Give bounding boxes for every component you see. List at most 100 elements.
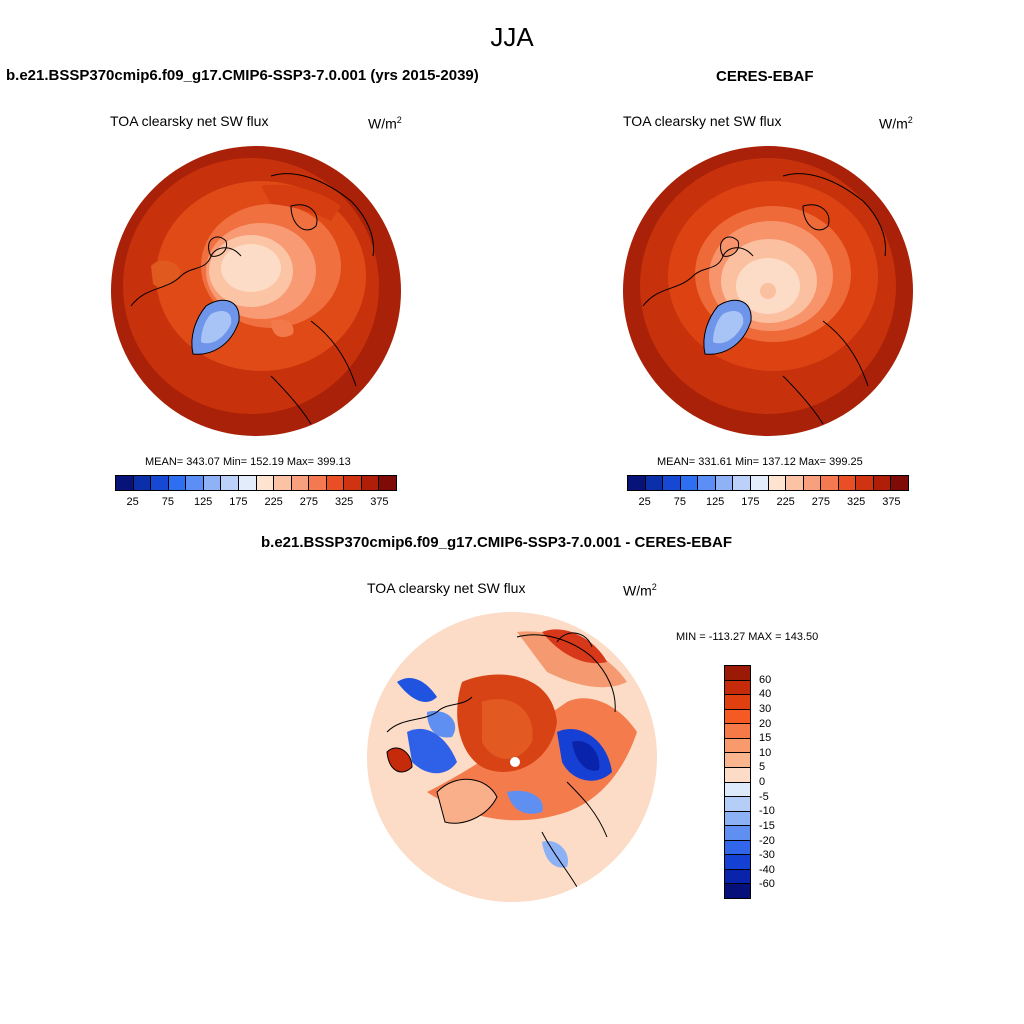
panel-model-variable: TOA clearsky net SW flux (110, 113, 269, 129)
abs-colorbar-right-label: 25 (638, 496, 651, 508)
abs-colorbar-right-swatch (768, 476, 787, 490)
diff-colorbar-swatch (725, 724, 750, 739)
diff-colorbar-swatch (725, 666, 750, 681)
abs-colorbar-right-label: 125 (705, 496, 725, 508)
diff-colorbar-swatch (725, 782, 750, 798)
abs-colorbar-left-label: 75 (161, 496, 174, 508)
abs-colorbar-right-swatch (698, 476, 716, 490)
abs-colorbar-left-label: 375 (370, 496, 389, 508)
diff-colorbar-swatch (725, 869, 750, 885)
abs-colorbar-left-label: 25 (126, 496, 139, 508)
diff-colorbar-label: -60 (759, 878, 775, 891)
diff-colorbar-swatch (725, 811, 750, 827)
diff-colorbar-label: -30 (759, 849, 775, 862)
panel-diff-variable: TOA clearsky net SW flux (367, 580, 526, 596)
abs-colorbar-left-swatch (344, 476, 362, 490)
diff-colorbar-label: 60 (759, 673, 772, 686)
panel-model-units: W/m2 (368, 115, 402, 132)
panel-obs-polar-map (623, 146, 913, 436)
diff-colorbar-swatch (725, 797, 750, 812)
diff-colorbar-swatch (725, 738, 750, 754)
abs-colorbar-left-swatch (203, 476, 222, 490)
abs-colorbar-left-swatch (256, 476, 275, 490)
abs-colorbar-left-swatch (151, 476, 169, 490)
abs-colorbar-right-swatch (750, 476, 769, 490)
abs-colorbar-left-swatch (221, 476, 239, 490)
abs-colorbar-right (627, 475, 909, 491)
abs-colorbar-right-label: 375 (882, 496, 901, 508)
abs-colorbar-left-swatch (274, 476, 292, 490)
abs-colorbar-right-label: 275 (811, 496, 831, 508)
abs-colorbar-right-swatch (821, 476, 839, 490)
diff-colorbar-swatch (725, 695, 750, 710)
panel-diff-units: W/m2 (623, 582, 657, 599)
diff-colorbar-label: 0 (759, 776, 766, 788)
abs-colorbar-left-labels: 25 75 125 175 225 275 325 375 (115, 496, 397, 510)
abs-colorbar-left-swatch (116, 476, 134, 490)
abs-colorbar-left-label: 225 (264, 496, 283, 508)
panel-diff-stats: MIN = -113.27 MAX = 143.50 (676, 631, 819, 643)
abs-colorbar-right-swatch (786, 476, 804, 490)
panel-obs-title: CERES-EBAF (716, 68, 814, 85)
abs-colorbar-right-swatch (645, 476, 664, 490)
diff-colorbar-labels: 60 40 30 20 15 10 5 0 -5 -10 -15 -20 -30 -40 -60 (759, 665, 799, 899)
abs-colorbar-left-swatch (168, 476, 187, 490)
diff-colorbar-label: -5 (759, 790, 769, 803)
abs-colorbar-left (115, 475, 397, 491)
figure-title: JJA (490, 22, 534, 52)
abs-colorbar-right-swatch (803, 476, 822, 490)
abs-colorbar-right-swatch (838, 476, 857, 490)
diff-colorbar-label: 20 (759, 717, 772, 730)
abs-colorbar-right-swatch (680, 476, 699, 490)
diff-colorbar-label: -15 (759, 819, 775, 832)
abs-colorbar-left-swatch (186, 476, 204, 490)
diff-colorbar-label: -10 (759, 805, 775, 818)
abs-colorbar-left-label: 325 (334, 496, 354, 508)
abs-colorbar-right-swatch (733, 476, 751, 490)
panel-obs-variable: TOA clearsky net SW flux (623, 113, 782, 129)
diff-colorbar-label: -20 (759, 834, 775, 847)
abs-colorbar-right-label: 75 (673, 496, 686, 508)
abs-colorbar-left-label: 275 (299, 496, 319, 508)
abs-colorbar-left-swatch (309, 476, 327, 490)
abs-colorbar-right-labels: 25 75 125 175 225 275 325 375 (627, 496, 909, 510)
diff-colorbar-label: 15 (759, 732, 772, 745)
abs-colorbar-left-swatch (379, 476, 396, 490)
diff-colorbar-swatch (725, 826, 750, 841)
diff-colorbar-swatch (725, 855, 750, 870)
diff-colorbar-label: 40 (759, 688, 772, 701)
panel-diff-title: b.e21.BSSP370cmip6.f09_g17.CMIP6-SSP3-7.… (261, 534, 733, 551)
panel-model-title: b.e21.BSSP370cmip6.f09_g17.CMIP6-SSP3-7.… (6, 67, 479, 84)
abs-colorbar-right-swatch (715, 476, 734, 490)
abs-colorbar-right-swatch (891, 476, 908, 490)
panel-obs-stats: MEAN= 331.61 Min= 137.12 Max= 399.25 (657, 456, 863, 468)
abs-colorbar-left-swatch (326, 476, 345, 490)
abs-colorbar-left-label: 125 (193, 496, 213, 508)
panel-model-polar-map (111, 146, 401, 436)
abs-colorbar-right-label: 325 (846, 496, 866, 508)
diff-colorbar-swatch (725, 680, 750, 696)
abs-colorbar-left-label: 175 (229, 496, 248, 508)
diff-colorbar-label: 5 (759, 761, 766, 774)
diff-colorbar-swatch (725, 884, 750, 898)
panel-diff-polar-map (367, 612, 657, 902)
diff-colorbar-label: 30 (759, 702, 772, 715)
abs-colorbar-left-swatch (291, 476, 310, 490)
diff-colorbar-swatch (725, 840, 750, 856)
diff-colorbar-swatch (725, 709, 750, 725)
abs-colorbar-right-swatch (873, 476, 892, 490)
abs-colorbar-left-swatch (133, 476, 152, 490)
abs-colorbar-right-swatch (663, 476, 681, 490)
abs-colorbar-right-swatch (628, 476, 646, 490)
abs-colorbar-right-swatch (856, 476, 874, 490)
abs-colorbar-right-label: 225 (776, 496, 795, 508)
diff-colorbar (724, 665, 751, 899)
panel-obs-units: W/m2 (879, 115, 913, 132)
diff-colorbar-label: 10 (759, 746, 772, 759)
abs-colorbar-right-label: 175 (741, 496, 760, 508)
diff-colorbar-label: -40 (759, 863, 775, 876)
diff-colorbar-swatch (725, 767, 750, 783)
abs-colorbar-left-swatch (361, 476, 380, 490)
panel-model-stats: MEAN= 343.07 Min= 152.19 Max= 399.13 (145, 456, 351, 468)
diff-colorbar-swatch (725, 753, 750, 768)
